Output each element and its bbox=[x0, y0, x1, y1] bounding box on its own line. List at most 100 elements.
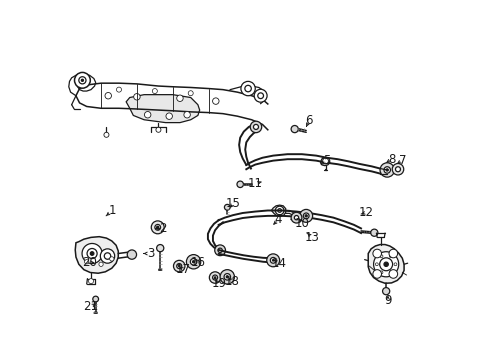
Text: 9: 9 bbox=[384, 294, 391, 307]
Text: 5: 5 bbox=[323, 154, 330, 167]
Circle shape bbox=[214, 277, 215, 278]
Circle shape bbox=[183, 112, 190, 118]
Circle shape bbox=[88, 279, 93, 284]
Polygon shape bbox=[271, 205, 285, 217]
Circle shape bbox=[372, 270, 381, 278]
Circle shape bbox=[152, 89, 157, 94]
Circle shape bbox=[165, 113, 172, 120]
Circle shape bbox=[212, 275, 217, 280]
Circle shape bbox=[192, 261, 194, 263]
Circle shape bbox=[84, 260, 89, 264]
Circle shape bbox=[379, 258, 392, 271]
Circle shape bbox=[156, 127, 161, 132]
Circle shape bbox=[303, 213, 308, 219]
Circle shape bbox=[156, 226, 159, 228]
Circle shape bbox=[218, 248, 222, 252]
Circle shape bbox=[277, 209, 281, 212]
Text: 16: 16 bbox=[191, 256, 205, 269]
Circle shape bbox=[90, 252, 94, 255]
Circle shape bbox=[100, 249, 115, 263]
Polygon shape bbox=[94, 312, 97, 314]
Circle shape bbox=[379, 255, 382, 258]
Text: 7: 7 bbox=[398, 154, 405, 167]
Circle shape bbox=[155, 225, 160, 230]
Text: 18: 18 bbox=[224, 275, 239, 288]
Circle shape bbox=[270, 257, 276, 263]
Circle shape bbox=[104, 253, 110, 259]
Circle shape bbox=[266, 254, 279, 267]
Circle shape bbox=[209, 272, 221, 283]
Circle shape bbox=[214, 245, 225, 256]
Circle shape bbox=[372, 249, 381, 258]
Circle shape bbox=[383, 167, 389, 173]
Circle shape bbox=[176, 95, 183, 102]
Circle shape bbox=[373, 252, 398, 277]
Circle shape bbox=[290, 212, 301, 223]
Circle shape bbox=[188, 91, 193, 96]
Circle shape bbox=[388, 271, 391, 274]
Text: 4: 4 bbox=[274, 213, 282, 226]
Polygon shape bbox=[320, 158, 329, 166]
Circle shape bbox=[290, 126, 298, 133]
Text: 12: 12 bbox=[358, 206, 373, 219]
Circle shape bbox=[386, 169, 387, 171]
Circle shape bbox=[375, 263, 378, 266]
Circle shape bbox=[257, 93, 263, 99]
Text: 13: 13 bbox=[304, 231, 319, 244]
Circle shape bbox=[81, 79, 83, 81]
Polygon shape bbox=[158, 269, 162, 270]
Circle shape bbox=[391, 163, 403, 175]
Circle shape bbox=[254, 89, 266, 102]
Circle shape bbox=[74, 72, 90, 88]
Circle shape bbox=[79, 77, 86, 84]
Text: 3: 3 bbox=[146, 247, 154, 260]
Text: 20: 20 bbox=[82, 256, 97, 269]
Text: 8: 8 bbox=[387, 153, 394, 166]
Circle shape bbox=[379, 163, 394, 177]
Polygon shape bbox=[126, 95, 199, 123]
Circle shape bbox=[178, 265, 180, 267]
Circle shape bbox=[133, 94, 140, 100]
Circle shape bbox=[272, 260, 273, 261]
Circle shape bbox=[151, 221, 164, 234]
Circle shape bbox=[156, 244, 163, 252]
Circle shape bbox=[294, 216, 298, 220]
Polygon shape bbox=[75, 237, 118, 273]
Circle shape bbox=[253, 125, 258, 130]
Circle shape bbox=[393, 263, 396, 266]
Circle shape bbox=[388, 249, 397, 258]
Circle shape bbox=[237, 181, 243, 188]
Circle shape bbox=[388, 270, 397, 278]
Circle shape bbox=[395, 167, 400, 172]
Circle shape bbox=[244, 85, 251, 92]
Circle shape bbox=[275, 206, 284, 215]
Circle shape bbox=[99, 262, 103, 266]
Circle shape bbox=[186, 255, 201, 269]
Circle shape bbox=[241, 81, 255, 96]
Circle shape bbox=[224, 204, 230, 210]
Circle shape bbox=[299, 210, 312, 222]
Circle shape bbox=[105, 93, 111, 99]
Circle shape bbox=[93, 296, 99, 302]
Circle shape bbox=[322, 158, 328, 164]
Circle shape bbox=[250, 121, 261, 133]
Circle shape bbox=[220, 270, 234, 284]
Text: 17: 17 bbox=[176, 263, 191, 276]
Circle shape bbox=[144, 112, 151, 118]
Text: 14: 14 bbox=[272, 257, 286, 270]
Circle shape bbox=[305, 215, 306, 217]
Text: 2: 2 bbox=[159, 222, 166, 235]
Text: 1: 1 bbox=[108, 204, 116, 217]
Circle shape bbox=[383, 262, 387, 266]
Circle shape bbox=[388, 255, 391, 258]
Text: 15: 15 bbox=[225, 197, 240, 210]
Circle shape bbox=[382, 288, 389, 295]
Circle shape bbox=[82, 243, 102, 264]
Polygon shape bbox=[367, 244, 403, 283]
Circle shape bbox=[173, 260, 184, 272]
Text: 11: 11 bbox=[247, 177, 262, 190]
Circle shape bbox=[224, 274, 230, 280]
Circle shape bbox=[116, 87, 121, 92]
Circle shape bbox=[370, 229, 377, 236]
Text: 10: 10 bbox=[294, 216, 309, 230]
